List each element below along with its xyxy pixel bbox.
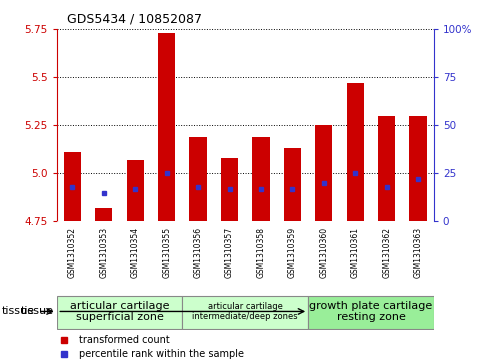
Bar <box>64 152 81 221</box>
Text: GSM1310356: GSM1310356 <box>194 227 203 278</box>
Bar <box>182 296 308 329</box>
Bar <box>189 137 207 221</box>
Text: GSM1310358: GSM1310358 <box>256 227 266 278</box>
Text: articular cartilage
intermediate/deep zones: articular cartilage intermediate/deep zo… <box>192 302 298 321</box>
Bar <box>284 148 301 221</box>
Text: articular cartilage
superficial zone: articular cartilage superficial zone <box>70 301 169 322</box>
Text: GSM1310362: GSM1310362 <box>382 227 391 278</box>
Bar <box>127 160 144 221</box>
Text: tissue: tissue <box>1 306 35 317</box>
Text: transformed count: transformed count <box>79 335 170 346</box>
Bar <box>221 158 238 221</box>
Text: GSM1310360: GSM1310360 <box>319 227 328 278</box>
Bar <box>315 125 332 221</box>
Text: GSM1310352: GSM1310352 <box>68 227 77 278</box>
Bar <box>308 296 434 329</box>
Text: GSM1310357: GSM1310357 <box>225 227 234 278</box>
Bar <box>252 137 270 221</box>
Text: tissue: tissue <box>21 306 54 317</box>
Bar <box>158 33 176 221</box>
Bar <box>378 116 395 221</box>
Bar <box>95 208 112 221</box>
Bar <box>57 296 182 329</box>
Bar <box>347 83 364 221</box>
Bar <box>410 116 427 221</box>
Text: GSM1310361: GSM1310361 <box>351 227 360 278</box>
Text: GSM1310363: GSM1310363 <box>414 227 423 278</box>
Text: GSM1310355: GSM1310355 <box>162 227 171 278</box>
Text: GSM1310354: GSM1310354 <box>131 227 140 278</box>
Text: GDS5434 / 10852087: GDS5434 / 10852087 <box>67 12 202 25</box>
Text: growth plate cartilage
resting zone: growth plate cartilage resting zone <box>310 301 433 322</box>
Text: percentile rank within the sample: percentile rank within the sample <box>79 348 245 359</box>
Text: GSM1310353: GSM1310353 <box>99 227 108 278</box>
Text: GSM1310359: GSM1310359 <box>288 227 297 278</box>
